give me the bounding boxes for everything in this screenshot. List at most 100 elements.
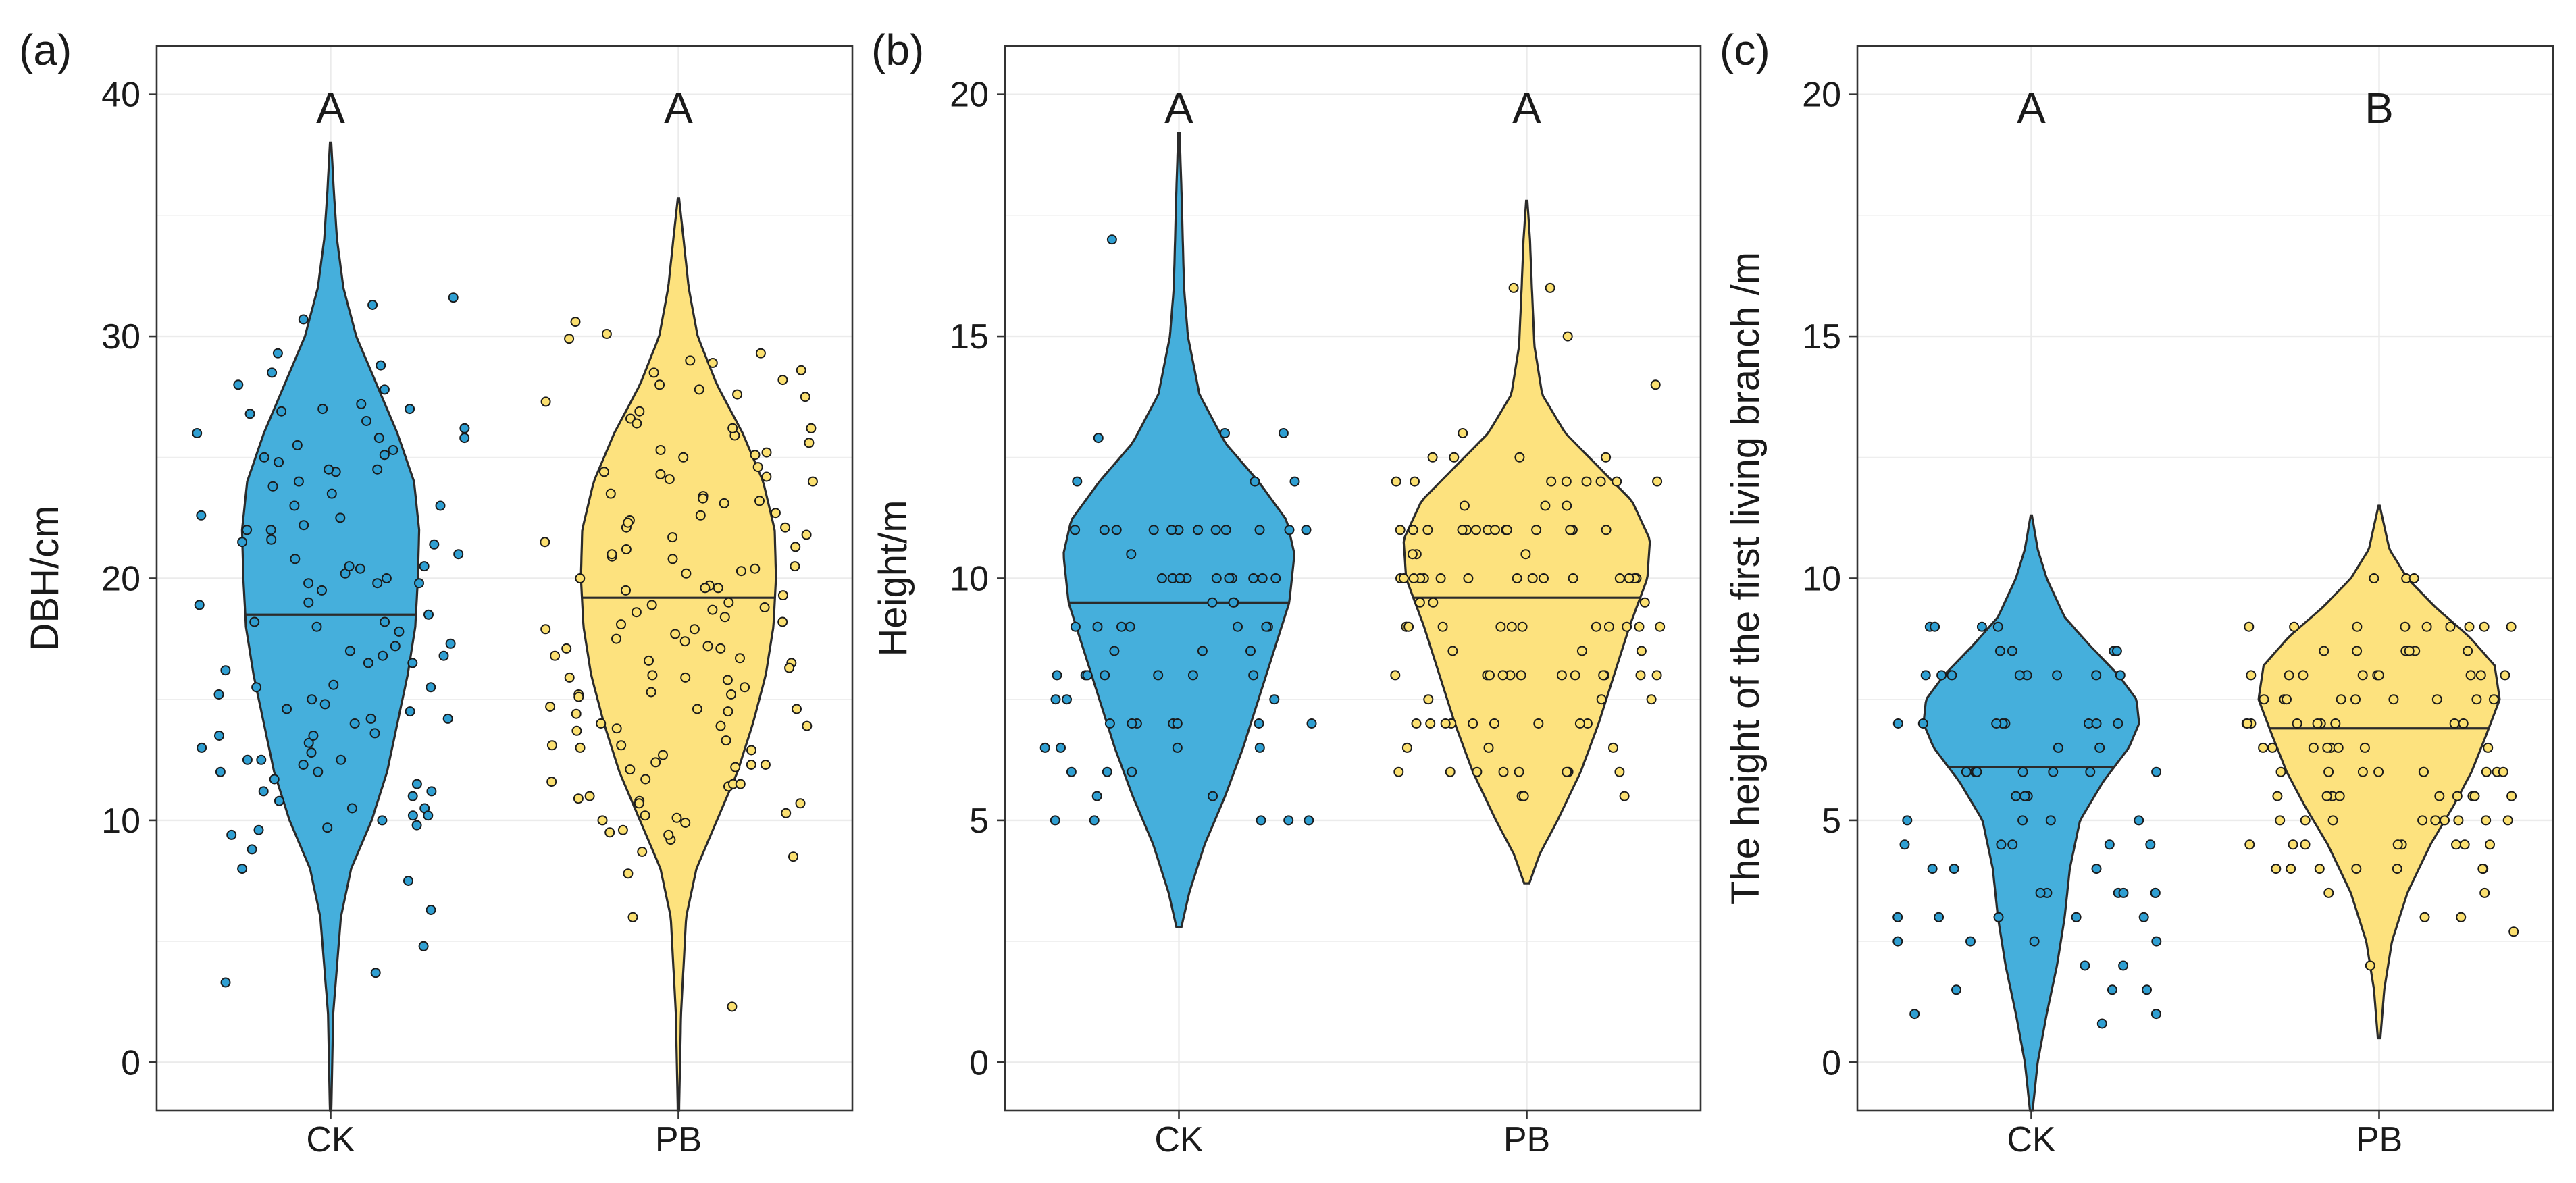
pb-point	[777, 375, 788, 386]
pb-point	[2333, 742, 2344, 753]
ck-point	[242, 754, 253, 765]
pb-point	[2430, 815, 2441, 826]
pb-point	[1427, 452, 1438, 463]
ck-point	[2029, 936, 2040, 947]
y-tick-label: 20	[101, 560, 140, 599]
ck-point	[324, 464, 334, 475]
ck-point	[418, 941, 429, 951]
ck-point	[1996, 839, 2007, 850]
ck-point	[426, 905, 436, 915]
ck-point	[1175, 573, 1185, 583]
ck-violin	[240, 141, 421, 1112]
significance-letter: A	[1164, 84, 1193, 132]
ck-point	[2071, 912, 2082, 922]
pb-point	[1603, 621, 1614, 632]
pb-point	[2308, 742, 2319, 753]
pb-point	[707, 358, 718, 368]
ck-point	[2091, 864, 2102, 874]
pb-point	[792, 704, 802, 714]
pb-point	[755, 348, 766, 359]
ck-point	[394, 626, 405, 637]
ck-point	[346, 803, 357, 814]
pb-point	[1540, 500, 1551, 511]
y-tick-label: 15	[950, 317, 989, 357]
pb-point	[1591, 621, 1601, 632]
ck-point	[242, 525, 253, 535]
pb-point	[2259, 694, 2269, 705]
ck-point	[1089, 815, 1100, 826]
ck-point	[1228, 597, 1239, 608]
ck-point	[1056, 742, 1066, 753]
pb-point	[727, 423, 738, 433]
ck-point	[426, 786, 437, 797]
ck-point	[1270, 573, 1281, 583]
pb-point	[564, 334, 575, 344]
pb-point	[750, 450, 761, 461]
pb-point	[1512, 573, 1522, 583]
ck-point	[376, 360, 386, 371]
ck-point	[2053, 742, 2063, 753]
pb-point	[2373, 670, 2384, 681]
pb-point	[1562, 766, 1572, 777]
pb-point	[2421, 621, 2432, 632]
pb-point	[1508, 282, 1519, 293]
pb-point	[1568, 573, 1578, 583]
pb-point	[1601, 452, 1612, 463]
ck-point	[298, 314, 309, 325]
pb-point	[1562, 331, 1573, 342]
ck-point	[453, 549, 464, 560]
pb-point	[2417, 815, 2428, 826]
pb-point	[1574, 718, 1585, 729]
ck-point	[1278, 428, 1289, 438]
pb-point	[2357, 766, 2368, 777]
ck-point	[1250, 476, 1260, 487]
pb-point	[2475, 670, 2486, 681]
pb-point	[1506, 621, 1517, 632]
pb-point	[637, 847, 648, 857]
ck-point	[298, 760, 309, 770]
pb-point	[596, 718, 607, 729]
pb-point	[700, 583, 711, 594]
ck-point	[1245, 646, 1256, 656]
pb-point	[2298, 670, 2309, 681]
ck-point	[1917, 718, 1928, 729]
ck-point	[1093, 433, 1104, 444]
ck-point	[1248, 670, 1259, 681]
pb-point	[2369, 573, 2379, 583]
pb-point	[564, 672, 575, 683]
pb-point	[2483, 742, 2494, 753]
pb-point	[2322, 742, 2333, 753]
ck-point	[1936, 670, 1947, 681]
pb-point	[1414, 597, 1425, 608]
pb-point	[2459, 839, 2470, 850]
pb-point	[1407, 549, 1418, 560]
ck-point	[326, 488, 337, 499]
ck-point	[419, 561, 430, 572]
ck-point	[1947, 670, 1957, 681]
ck-point	[1126, 549, 1137, 560]
pb-point	[1635, 670, 1646, 681]
pb-point	[1612, 476, 1622, 487]
ck-point	[1116, 621, 1127, 632]
y-tick-label: 5	[1822, 801, 1841, 841]
ck-point	[267, 481, 278, 492]
pb-point	[2282, 694, 2292, 705]
ck-point	[1248, 573, 1259, 583]
pb-point	[1545, 282, 1555, 293]
pb-point	[2300, 815, 2311, 826]
pb-point	[2404, 646, 2415, 656]
ck-point	[322, 822, 333, 833]
ck-point	[336, 754, 346, 765]
ck-point	[1207, 597, 1218, 608]
pb-point	[2288, 839, 2298, 850]
pb-point	[2323, 887, 2334, 898]
pb-point	[571, 708, 582, 719]
pb-point	[540, 396, 551, 407]
ck-point	[1994, 646, 2005, 656]
pb-point	[2336, 694, 2346, 705]
ck-point	[369, 728, 380, 739]
pb-point	[2479, 887, 2490, 898]
ck-point	[2096, 1018, 2107, 1029]
pb-point	[2292, 718, 2302, 729]
pb-point	[1435, 573, 1446, 583]
